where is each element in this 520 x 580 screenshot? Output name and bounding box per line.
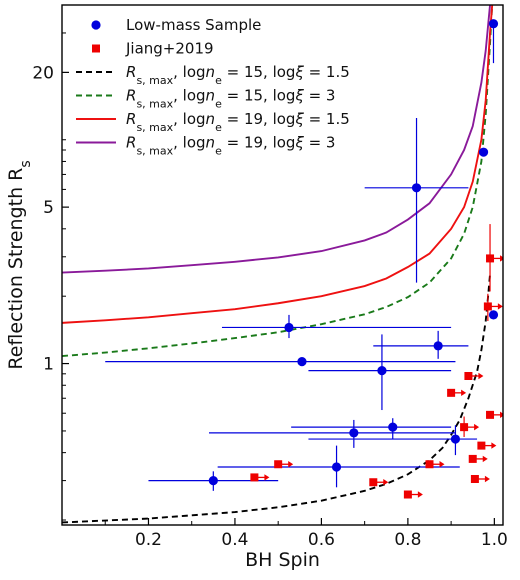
jiang2019-point-12 (369, 478, 378, 487)
low-mass-point-12 (331, 462, 342, 472)
legend-text-part: e (215, 121, 222, 134)
legend-text-part: = 15, log (222, 87, 296, 105)
x-axis-label: BH Spin (245, 549, 320, 571)
legend-text-part: = 15, log (222, 63, 296, 81)
jiang2019-point-2 (483, 302, 492, 311)
legend-text-part: R (126, 87, 136, 105)
legend-text-part: , log (173, 134, 205, 152)
jiang2019-limit-arrowhead-14 (417, 491, 423, 498)
jiang2019-point-5 (486, 410, 495, 419)
y-axis-label-subscript: s (18, 160, 34, 167)
legend-text-part: ξ (294, 63, 304, 81)
legend-text-part: = 19, log (222, 134, 296, 152)
legend-label-3: Rs, max, logne = 15, logξ = 1.5 (126, 63, 350, 87)
low-mass-point-2 (478, 147, 489, 157)
plot-frame (61, 4, 504, 526)
legend-marker-1 (91, 20, 101, 30)
low-mass-point-8 (377, 366, 387, 376)
legend-label-1: Low-mass Sample (126, 16, 261, 34)
low-mass-point-7 (297, 357, 307, 367)
jiang2019-limit-arrowhead-12 (383, 479, 389, 486)
jiang2019-point-14 (403, 490, 412, 499)
jiang2019-point-6 (460, 423, 469, 432)
jiang2019-point-1 (486, 254, 495, 263)
legend-text-part: = 3 (304, 134, 336, 152)
jiang2019-limit-arrowhead-11 (264, 474, 270, 481)
y-tick-label-1: 1 (43, 355, 54, 375)
model-curve-1 (62, 274, 491, 524)
jiang2019-point-8 (274, 460, 283, 469)
legend-text-part: e (215, 74, 222, 87)
x-tick-label-2: 0.4 (221, 530, 248, 550)
jiang2019-limit-arrowhead-4 (461, 389, 467, 397)
jiang2019-point-4 (447, 388, 456, 397)
y-tick-label-3: 20 (32, 63, 54, 83)
jiang2019-limit-arrowhead-3 (478, 372, 484, 380)
legend-text-part: n (206, 134, 216, 152)
low-mass-point-11 (450, 434, 461, 444)
jiang2019-point-3 (464, 371, 473, 380)
x-tick-label-1: 0.2 (135, 530, 162, 550)
legend-text-part: s, max (136, 144, 173, 157)
legend-text-part: R (126, 110, 136, 128)
jiang2019-limit-arrowhead-13 (484, 475, 490, 483)
legend-text-part: s, max (136, 121, 173, 134)
jiang2019-point-10 (468, 454, 477, 463)
legend-label-5: Rs, max, logne = 19, logξ = 1.5 (126, 110, 350, 134)
low-mass-point-13 (208, 476, 218, 486)
jiang2019-limit-arrowhead-8 (288, 461, 294, 468)
jiang2019-point-13 (470, 474, 479, 483)
jiang2019-limit-arrowhead-5 (500, 411, 503, 419)
model-curve-3 (62, 5, 494, 324)
low-mass-point-6 (433, 341, 443, 351)
legend-text-part: = 19, log (222, 110, 296, 128)
legend-text-part: R (126, 63, 136, 81)
jiang2019-limit-arrowhead-9 (439, 461, 445, 468)
legend-text-part: ξ (294, 110, 304, 128)
y-axis-label: Reflection Strength Rs (5, 160, 34, 369)
jiang2019-point-11 (250, 473, 259, 482)
legend-text-part: , log (173, 110, 205, 128)
x-tick-label-5: 1.0 (481, 530, 508, 550)
jiang2019-limit-arrowhead-1 (500, 255, 503, 262)
jiang2019-limit-arrowhead-6 (474, 423, 480, 431)
jiang2019-limit-arrowhead-10 (482, 455, 488, 463)
legend-text-part: = 1.5 (304, 63, 350, 81)
jiang2019-limit-arrowhead-7 (491, 442, 497, 449)
legend-text-part: e (215, 144, 222, 157)
low-mass-point-1 (488, 19, 499, 29)
low-mass-point-10 (349, 428, 359, 438)
legend-text-part: n (206, 110, 216, 128)
low-mass-point-4 (488, 310, 499, 320)
legend-text-part: = 1.5 (304, 110, 350, 128)
legend-text-part: s, max (136, 74, 173, 87)
low-mass-point-5 (284, 322, 294, 333)
legend-text-part: = 3 (304, 87, 336, 105)
x-tick-label-3: 0.6 (308, 530, 335, 550)
legend-text-part: e (215, 97, 222, 110)
legend-label-4: Rs, max, logne = 15, logξ = 3 (126, 87, 335, 111)
legend-marker-2 (92, 44, 100, 53)
legend-label-6: Rs, max, logne = 19, logξ = 3 (126, 134, 335, 158)
legend-label-2: Jiang+2019 (125, 40, 214, 58)
model-curve-4 (62, 5, 491, 274)
jiang2019-point-9 (425, 460, 434, 469)
low-mass-point-9 (388, 422, 398, 432)
jiang2019-point-7 (477, 441, 486, 450)
y-tick-label-2: 5 (43, 198, 54, 218)
legend-text-part: n (206, 87, 216, 105)
legend-text-part: n (206, 63, 216, 81)
x-tick-label-4: 0.8 (394, 530, 421, 550)
low-mass-point-3 (411, 183, 422, 193)
legend-text-part: s, max (136, 97, 173, 110)
legend-text-part: , log (173, 63, 205, 81)
legend-text-part: , log (173, 87, 205, 105)
legend-text-part: R (126, 134, 136, 152)
legend-text-part: ξ (294, 134, 304, 152)
jiang2019-limit-arrowhead-2 (497, 303, 503, 310)
legend-text-part: ξ (294, 87, 304, 105)
